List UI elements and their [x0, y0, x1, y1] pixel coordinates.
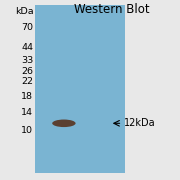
Text: Western Blot: Western Blot — [74, 3, 149, 16]
Ellipse shape — [52, 120, 76, 127]
Text: 10: 10 — [21, 126, 33, 135]
Text: 44: 44 — [21, 43, 33, 52]
Text: 12kDa: 12kDa — [124, 118, 156, 128]
Text: kDa: kDa — [15, 7, 33, 16]
Text: 14: 14 — [21, 108, 33, 117]
Text: 26: 26 — [21, 67, 33, 76]
Text: 18: 18 — [21, 92, 33, 101]
Text: 70: 70 — [21, 23, 33, 32]
Text: 22: 22 — [21, 77, 33, 86]
Text: 33: 33 — [21, 56, 33, 65]
Bar — [35, 4, 125, 173]
